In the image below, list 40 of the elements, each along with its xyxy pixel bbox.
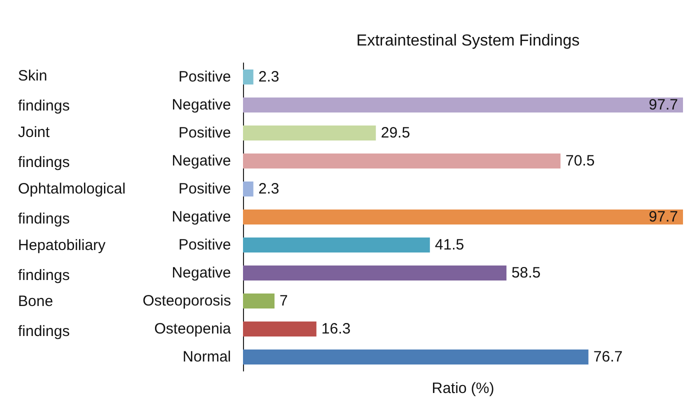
bar [243, 238, 430, 252]
text: Bone findings [18, 293, 70, 340]
y-tick-label: Normal [182, 348, 231, 366]
bar [243, 154, 561, 168]
text: Hepatobiliary findings [18, 236, 106, 284]
y-tick-label: Negative [172, 208, 231, 226]
bar [243, 182, 254, 196]
y-tick-label: Positive [178, 236, 231, 254]
bar [243, 126, 376, 140]
data-label: 16.3 [321, 320, 351, 338]
data-label: 41.5 [434, 236, 464, 254]
text: Ophtalmological findings [18, 180, 126, 228]
text: Joint findings [18, 124, 70, 172]
y-tick-label: Positive [178, 124, 231, 142]
bar [243, 294, 275, 308]
data-label: 97.7 [648, 208, 678, 226]
data-label: 58.5 [511, 264, 541, 282]
text: Skin findings [18, 68, 70, 115]
data-label: 70.5 [566, 152, 595, 170]
bar [243, 266, 506, 280]
y-tick-label: Negative [172, 96, 231, 114]
bar [243, 322, 316, 336]
y-tick-label: Positive [178, 68, 231, 86]
data-label: 2.3 [258, 68, 280, 86]
chart-title: Extraintestinal System Findings [356, 32, 580, 50]
data-label: 76.7 [593, 348, 623, 366]
bar [243, 210, 683, 224]
bar [243, 98, 683, 112]
data-label: 29.5 [380, 124, 410, 142]
y-tick-label: Osteopenia [154, 320, 232, 338]
bar [243, 70, 254, 84]
bar [243, 350, 588, 364]
data-label: 2.3 [258, 180, 280, 198]
y-tick-label: Negative [172, 152, 231, 170]
y-tick-label: Negative [172, 264, 231, 282]
y-tick-label: Osteoporosis [142, 292, 231, 310]
data-label: 7 [280, 292, 288, 310]
y-tick-label: Positive [178, 180, 231, 198]
data-label: 97.7 [648, 96, 678, 114]
x-axis-title: Ratio (%) [432, 380, 494, 397]
